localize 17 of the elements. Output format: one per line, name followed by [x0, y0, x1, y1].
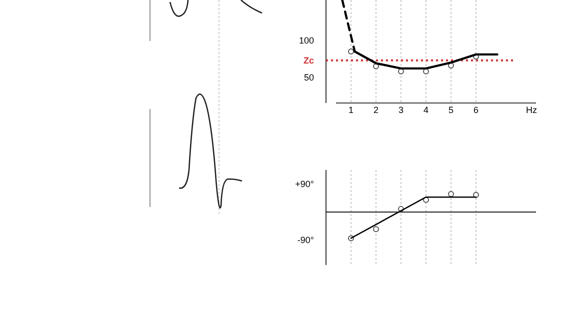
- x-tick-label: 3: [398, 105, 404, 115]
- y-tick-label: -90°: [297, 235, 314, 246]
- x-tick-label: 1: [348, 105, 354, 115]
- point: [448, 190, 454, 197]
- x-tick-label: 4: [423, 105, 429, 115]
- x-tick-label: 2: [373, 105, 379, 115]
- x-tick-label: 6: [473, 105, 479, 115]
- point: [473, 192, 479, 198]
- point: [348, 48, 354, 54]
- ref-line-label: Zc: [303, 55, 314, 66]
- x-tick-label: 5: [448, 105, 454, 115]
- y-tick-label: 100: [298, 35, 314, 46]
- y-tick-label: 50: [304, 72, 314, 82]
- point: [423, 196, 429, 203]
- point: [373, 226, 379, 232]
- y-tick-label: +90°: [295, 179, 314, 190]
- x-axis-title: Hz: [526, 105, 538, 115]
